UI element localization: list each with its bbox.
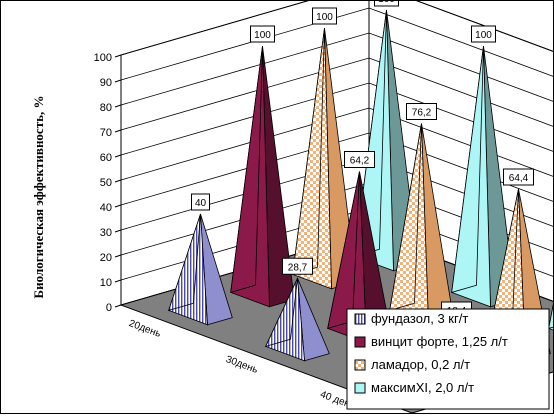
- pyramid-maxim-xl-3: [548, 298, 554, 331]
- data-label: 100: [374, 0, 399, 7]
- gridline: [120, 82, 554, 156]
- y-tick-label: 100: [94, 52, 112, 64]
- svg-text:100: 100: [254, 30, 271, 41]
- y-tick-label: 40: [100, 202, 112, 214]
- y-tick-label: 10: [100, 277, 112, 289]
- legend-label: винцит форте, 1,25 л/т: [371, 334, 508, 349]
- y-tick-label: 0: [106, 302, 112, 314]
- legend-swatch: [354, 336, 366, 348]
- data-label: 100: [471, 25, 496, 43]
- y-tick-label: 80: [100, 102, 112, 114]
- data-label: 100: [250, 25, 275, 43]
- y-tick-mark: [114, 204, 122, 208]
- gridline: [120, 57, 554, 131]
- pyramid-maxim-xl-2: [451, 45, 516, 308]
- data-label: 64,4: [503, 168, 534, 186]
- y-axis-title: Биологическая эффективность, %: [31, 96, 46, 299]
- data-labels: 10010067,310076,264,410064,218,44028,721…: [191, 0, 534, 329]
- y-tick-mark: [114, 279, 122, 283]
- gridline: [120, 32, 554, 106]
- pyramid-lamador-2: [389, 123, 454, 326]
- gridline: [120, 132, 554, 206]
- legend-swatch: [354, 313, 366, 325]
- svg-text:100: 100: [316, 12, 333, 23]
- y-tick-mark: [114, 154, 122, 158]
- legend-label: максимXI, 2,0 л/т: [371, 380, 474, 395]
- y-tick-label: 30: [100, 227, 112, 239]
- legend-swatch: [354, 382, 366, 394]
- legend-box: [346, 308, 550, 410]
- pyramid-fundazol-2: [264, 276, 330, 362]
- y-tick-label: 20: [100, 252, 112, 264]
- data-label: 64,2: [344, 151, 375, 168]
- y-tick-mark: [114, 54, 122, 58]
- x-tick-label: 20день: [127, 318, 162, 340]
- gridline: [120, 107, 554, 181]
- y-tick-label: 60: [100, 152, 112, 164]
- data-label: 76,2: [406, 103, 437, 120]
- gridline: [120, 7, 554, 81]
- gridline: [120, 0, 554, 56]
- y-tick-mark: [114, 79, 122, 83]
- y-tick-label: 50: [100, 177, 112, 189]
- legend-label: ламадор, 0,2 л/т: [371, 357, 470, 372]
- plot-area: [168, 9, 554, 398]
- pyramid-fundazol-1: [168, 213, 233, 326]
- pyramid-vincit-forte-2: [327, 171, 392, 344]
- x-tick-label: 30день: [224, 354, 259, 376]
- y-axis: 0 10 20 30 40 50 60 70 80 90 100: [94, 52, 122, 314]
- legend-swatch: [354, 359, 366, 371]
- svg-text:76,2: 76,2: [412, 108, 432, 119]
- y-tick-label: 70: [100, 127, 112, 139]
- y-tick-label: 90: [100, 77, 112, 89]
- data-label: 40: [191, 193, 210, 211]
- y-tick-mark: [114, 229, 122, 233]
- legend-label: фундазол, 3 кг/т: [371, 311, 468, 326]
- y-tick-mark: [114, 304, 122, 308]
- svg-text:100: 100: [475, 30, 492, 41]
- y-tick-mark: [114, 179, 122, 183]
- legend: фундазол, 3 кг/т винцит форте, 1,25 л/т ла…: [346, 308, 550, 410]
- data-label: 28,7: [282, 257, 313, 275]
- svg-text:28,7: 28,7: [288, 262, 308, 273]
- svg-text:100: 100: [378, 1, 395, 5]
- y-tick-mark: [114, 254, 122, 258]
- pyramid-vincit-forte-1: [230, 45, 295, 308]
- y-tick-mark: [114, 104, 122, 108]
- pyramid-lamador-1: [292, 27, 357, 290]
- svg-text:64,2: 64,2: [350, 156, 370, 167]
- svg-text:40: 40: [195, 198, 207, 209]
- data-label: 100: [312, 7, 337, 25]
- svg-text:64,4: 64,4: [509, 173, 529, 184]
- y-tick-mark: [114, 129, 122, 133]
